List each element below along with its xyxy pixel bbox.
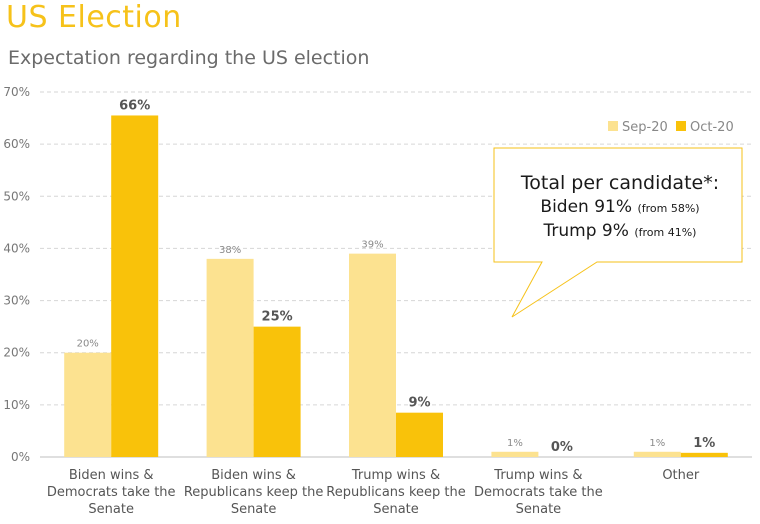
- legend-swatch: [676, 121, 686, 131]
- x-category-label-line: Other: [662, 468, 700, 483]
- x-category-label-line: Biden wins &: [69, 468, 154, 483]
- x-category-label: Other: [662, 468, 700, 483]
- chart-subtitle: Expectation regarding the US election: [8, 47, 370, 69]
- bar-sep: [64, 352, 112, 457]
- x-category-label: Trump wins & Democrats take the Senate: [474, 468, 603, 517]
- x-category-label-line: Senate: [231, 502, 277, 517]
- data-label: 66%: [119, 98, 150, 113]
- x-category-label-line: Senate: [88, 502, 134, 517]
- x-category-label-line: Senate: [516, 502, 562, 517]
- x-category-label-line: Democrats take the: [474, 485, 603, 500]
- y-tick-label: 70%: [3, 85, 30, 99]
- y-tick-label: 40%: [3, 241, 30, 255]
- data-label: 1%: [507, 438, 523, 449]
- chart-title: US Election: [6, 0, 182, 35]
- bar-sep: [491, 451, 539, 457]
- data-label: 1%: [693, 436, 715, 451]
- callout-biden-from: (from 58%): [637, 202, 700, 215]
- y-tick-label: 50%: [3, 189, 30, 203]
- data-label: 39%: [361, 240, 383, 251]
- data-label: 25%: [262, 310, 293, 325]
- legend-label: Sep-20: [622, 120, 668, 135]
- data-label: 9%: [408, 396, 430, 411]
- callout-box: [493, 147, 743, 318]
- y-tick-label: 60%: [3, 137, 30, 151]
- y-tick-label: 0%: [11, 450, 30, 464]
- bar-sep: [206, 258, 254, 457]
- data-label: 1%: [649, 438, 665, 449]
- data-label: 38%: [219, 245, 241, 256]
- callout-heading: Total per candidate*:: [520, 172, 720, 194]
- data-label: 0%: [551, 440, 573, 455]
- bar-oct: [253, 326, 301, 457]
- x-category-label: Biden wins & Democrats take the Senate: [47, 468, 176, 517]
- x-category-label: Biden wins & Republicans keep the Senate: [184, 468, 323, 517]
- x-category-label-line: Republicans keep the: [326, 485, 465, 500]
- x-category-label-line: Senate: [373, 502, 419, 517]
- x-category-label-line: Democrats take the: [47, 485, 176, 500]
- bar-oct: [396, 412, 443, 457]
- bar-sep: [633, 451, 681, 457]
- callout-biden: Biden 91%: [540, 197, 633, 217]
- x-category-label-line: Trump wins &: [351, 468, 440, 483]
- data-label: 20%: [77, 339, 99, 350]
- y-tick-label: 20%: [3, 346, 30, 360]
- x-category-label: Trump wins & Republicans keep the Senate: [326, 468, 465, 517]
- bar-oct: [680, 452, 728, 457]
- bar-sep: [349, 253, 396, 457]
- legend-label: Oct-20: [690, 120, 734, 135]
- y-tick-label: 30%: [3, 294, 30, 308]
- legend-swatch: [608, 121, 618, 131]
- x-category-label-line: Trump wins &: [493, 468, 582, 483]
- callout-text: Total per candidate*: Biden 91% (from 58…: [500, 170, 740, 244]
- x-category-label-line: Biden wins &: [211, 468, 296, 483]
- y-tick-label: 10%: [3, 398, 30, 412]
- bar-oct: [111, 115, 159, 457]
- callout-trump-from: (from 41%): [634, 226, 697, 239]
- callout-trump: Trump 9%: [543, 221, 629, 241]
- x-category-label-line: Republicans keep the: [184, 485, 323, 500]
